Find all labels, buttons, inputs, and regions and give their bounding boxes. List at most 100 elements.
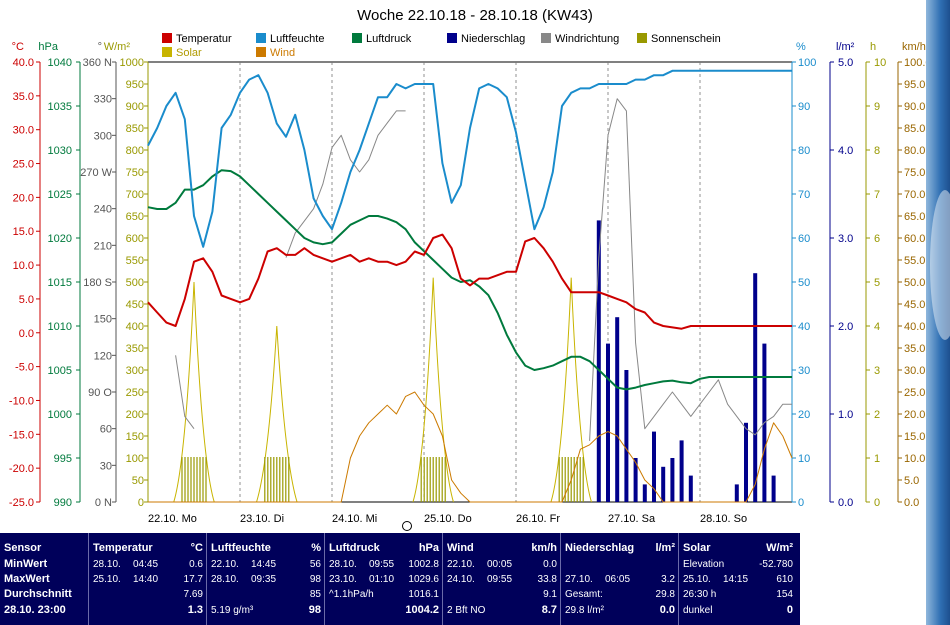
solar-tick-label: 400 [126,321,144,333]
stats-footer-note: 5.19 g/m³ [211,605,254,616]
wind-unit-label: km/h [902,41,926,53]
stats-value: 7.69 [183,589,203,600]
stats-date: 28.10. [211,574,239,585]
solar-tick-label: 1000 [120,57,144,69]
stats-date: 27.10. [565,574,593,585]
legend-swatch [352,33,362,43]
legend-swatch [637,33,647,43]
stats-time: 14:45 [251,559,277,570]
sun-tick-label: 2 [874,409,880,421]
rain-bar [771,475,776,502]
wind-tick-label: 35.0 [904,343,925,355]
desktop-window-edge [926,0,950,625]
solar-tick-label: 850 [126,123,144,135]
pressure-tick-label: 1020 [48,233,72,245]
solar-tick-label: 500 [126,277,144,289]
humidity-tick-label: 20 [798,409,810,421]
humidity-tick-label: 50 [798,277,810,289]
x-tick-label: 28.10. So [700,513,747,525]
stats-time: 14:15 [723,574,749,585]
rain-bar [753,273,758,502]
wind-tick-label: 95.0 [904,79,925,91]
stats-value: 9.1 [543,589,557,600]
plot-area [147,69,793,503]
stats-sensor-column: Sensor MinWert MaxWert Durchschnitt 28.1… [0,533,88,625]
stats-value: 17.7 [183,574,203,585]
humidity-tick-label: 30 [798,365,810,377]
stats-value: -52.780 [759,559,793,570]
wind-tick-label: 50.0 [904,277,925,289]
stats-sensor-header: Sensor [4,542,42,554]
temp-tick-label: 0.0 [19,328,34,340]
stats-value: 3.2 [661,574,675,585]
stats-footer-note: 2 Bft NO [447,605,486,616]
pressure-tick-label: 1035 [48,101,72,113]
stats-header: Wind [447,542,474,554]
solar-tick-label: 550 [126,255,144,267]
pressure-tick-label: 1010 [48,321,72,333]
wind-tick-label: 90.0 [904,101,925,113]
stats-time: 09:55 [369,559,395,570]
legend-label: Windrichtung [555,33,619,45]
temp-tick-label: 40.0 [13,57,34,69]
direction-tick-label: 0 N [95,497,112,509]
wind-tick-label: 75.0 [904,167,925,179]
rain-bar [670,458,675,502]
stats-value: 33.8 [537,574,557,585]
x-tick-label: 25.10. Do [424,513,472,525]
stats-value: 1002.8 [408,559,439,570]
stats-unit: hPa [418,542,439,554]
legend-label: Wind [270,47,295,59]
stats-current-value: 8.7 [541,604,557,616]
wind-tick-label: 45.0 [904,299,925,311]
rain-tick-label: 0.0 [838,497,853,509]
temp-tick-label: -15.0 [9,429,34,441]
solar-tick-label: 650 [126,211,144,223]
direction-tick-label: 180 S [83,277,112,289]
solar-tick-label: 800 [126,145,144,157]
direction-tick-label: 360 N [83,57,112,69]
stats-current-time: 28.10. 23:00 [4,604,66,616]
rain-tick-label: 4.0 [838,145,853,157]
solar-tick-label: 900 [126,101,144,113]
sun-tick-label: 9 [874,101,880,113]
wind-tick-label: 100.0 [904,57,932,69]
weather-chart: Woche 22.10.18 - 28.10.18 (KW43) Tempera… [9,7,932,531]
sun-tick-label: 8 [874,145,880,157]
direction-tick-label: 210 [94,240,112,252]
temp-tick-label: -10.0 [9,395,34,407]
humidity-tick-label: 70 [798,189,810,201]
series-line-windrichtung [175,98,792,441]
stats-date: 23.10. [329,574,357,585]
stats-footer-note: dunkel [683,605,713,616]
stats-value: 1016.1 [408,589,439,600]
temp-tick-label: -20.0 [9,463,34,475]
rain-bar [642,484,647,502]
pressure-tick-label: 1025 [48,189,72,201]
wind-tick-label: 85.0 [904,123,925,135]
stats-value: 56 [309,559,321,570]
direction-tick-label: 270 W [80,167,112,179]
solar-tick-label: 150 [126,431,144,443]
solar-tick-label: 350 [126,343,144,355]
rain-bar [734,484,739,502]
solar-peak [550,277,592,503]
stats-date: Gesamt: [565,589,603,600]
stats-current-value: 0 [786,604,793,616]
rain-bar [633,458,638,502]
temp-unit-label: °C [12,41,24,53]
stats-unit: °C [190,542,203,554]
direction-tick-label: 240 [94,204,112,216]
stats-date: 22.10. [447,559,475,570]
rain-tick-label: 1.0 [838,409,853,421]
pressure-tick-label: 990 [54,497,72,509]
stats-value: 0.0 [543,559,557,570]
legend-swatch [162,33,172,43]
solar-peak [256,325,298,503]
series-line-temperatur [147,233,792,330]
direction-unit-label: ° [98,41,102,53]
wind-tick-label: 20.0 [904,409,925,421]
stats-date: ^1.1hPa/h [329,589,374,600]
legend-swatch [162,47,172,57]
x-tick-label: 24.10. Mi [332,513,377,525]
